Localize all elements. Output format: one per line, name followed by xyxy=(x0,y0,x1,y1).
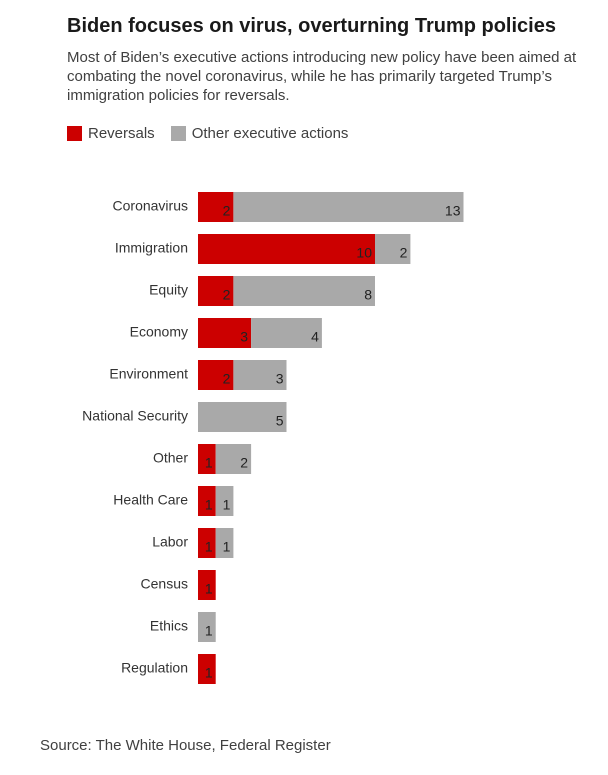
bar-reversals-coronavirus xyxy=(198,192,234,222)
category-label-census: Census xyxy=(141,576,188,592)
value-label-other-actions-environment: 3 xyxy=(276,371,284,387)
value-label-reversals-environment: 2 xyxy=(223,371,231,387)
category-label-environment: Environment xyxy=(109,366,188,382)
category-label-economy: Economy xyxy=(130,324,188,340)
value-label-other-actions-equity: 8 xyxy=(364,287,372,303)
value-label-other-actions-economy: 4 xyxy=(311,329,319,345)
category-label-other: Other xyxy=(153,450,188,466)
category-label-equity: Equity xyxy=(149,282,188,298)
bar-other-actions-health-care xyxy=(215,486,234,516)
value-label-other-actions-immigration: 2 xyxy=(400,245,408,261)
value-label-reversals-other: 1 xyxy=(205,455,213,471)
category-label-labor: Labor xyxy=(152,534,188,550)
legend-item-other-actions: Other executive actions xyxy=(170,124,349,142)
chart-subtitle: Most of Biden’s executive actions introd… xyxy=(67,49,577,104)
bar-other-actions-labor xyxy=(215,528,234,558)
chart-legend: Reversals Other executive actions xyxy=(67,123,364,143)
bar-reversals-labor xyxy=(198,528,216,558)
bar-reversals-economy xyxy=(198,318,252,348)
bar-other-actions-national-security xyxy=(198,402,287,432)
legend-item-reversals: Reversals xyxy=(67,125,155,142)
bar-other-actions-economy xyxy=(251,318,322,348)
bar-other-actions-ethics xyxy=(198,612,216,642)
category-label-coronavirus: Coronavirus xyxy=(113,198,188,214)
value-label-reversals-immigration: 10 xyxy=(356,245,372,261)
category-label-immigration: Immigration xyxy=(115,240,188,256)
legend-label-other-actions: Other executive actions xyxy=(191,124,349,142)
bar-reversals-equity xyxy=(198,276,234,306)
value-label-other-actions-labor: 1 xyxy=(223,539,231,555)
category-label-regulation: Regulation xyxy=(121,660,188,676)
bar-reversals-regulation xyxy=(198,654,216,684)
value-label-other-actions-other: 2 xyxy=(240,455,248,471)
category-label-national-security: National Security xyxy=(82,408,188,424)
value-label-other-actions-ethics: 1 xyxy=(205,623,213,639)
value-label-other-actions-health-care: 1 xyxy=(223,497,231,513)
legend-swatch-reversals xyxy=(67,125,82,141)
value-label-reversals-labor: 1 xyxy=(205,539,213,555)
bar-reversals-health-care xyxy=(198,486,216,516)
legend-label-reversals: Reversals xyxy=(88,124,155,142)
category-label-ethics: Ethics xyxy=(150,618,188,634)
bar-reversals-environment xyxy=(198,360,234,390)
value-label-reversals-census: 1 xyxy=(205,581,213,597)
value-label-reversals-equity: 2 xyxy=(223,287,231,303)
legend-swatch-other-actions xyxy=(170,125,186,141)
value-label-reversals-coronavirus: 2 xyxy=(223,203,231,219)
bar-other-actions-other xyxy=(215,444,252,474)
bar-other-actions-environment xyxy=(233,360,287,390)
bar-other-actions-immigration xyxy=(375,234,411,264)
bar-reversals-census xyxy=(198,570,216,600)
source-note: Source: The White House, Federal Registe… xyxy=(40,737,331,754)
value-label-reversals-regulation: 1 xyxy=(205,665,213,681)
value-label-reversals-economy: 3 xyxy=(240,329,248,345)
category-label-health-care: Health Care xyxy=(113,492,188,508)
chart-title: Biden focuses on virus, overturning Trum… xyxy=(67,15,556,37)
bar-reversals-other xyxy=(198,444,216,474)
value-label-reversals-health-care: 1 xyxy=(205,497,213,513)
bar-other-actions-coronavirus xyxy=(233,192,464,222)
bar-other-actions-equity xyxy=(233,276,375,306)
value-label-other-actions-national-security: 5 xyxy=(276,413,284,429)
bar-reversals-immigration xyxy=(198,234,375,264)
value-label-other-actions-coronavirus: 13 xyxy=(445,203,461,219)
